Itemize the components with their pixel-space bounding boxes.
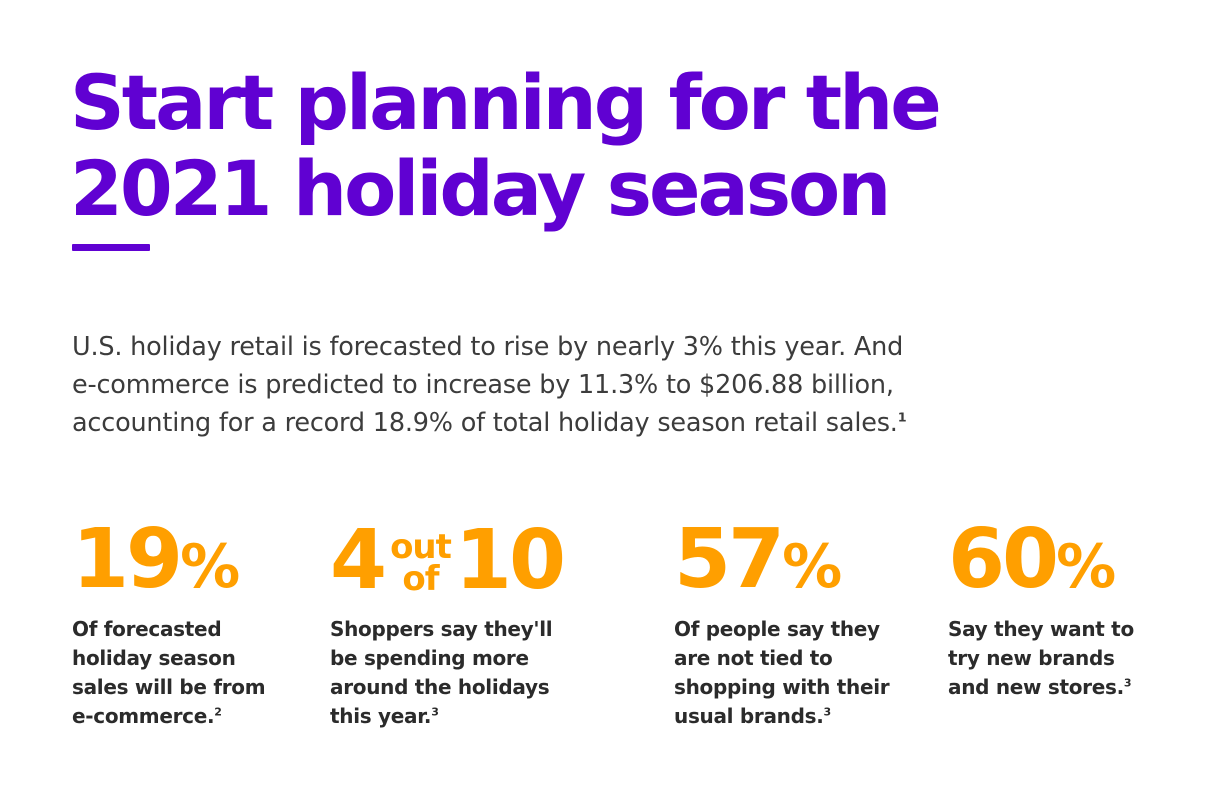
- stat-description: Say they want to try new brands and new …: [948, 615, 1134, 702]
- stat-description-line: sales will be from: [72, 675, 266, 699]
- stat-value: 19%: [72, 515, 265, 607]
- stat-description-line: holiday season: [72, 646, 236, 670]
- stat-description-line: this year.3: [330, 702, 563, 731]
- stat-description-line-text: and new stores.: [948, 675, 1124, 699]
- stat-description-line-text: usual brands.: [674, 704, 824, 728]
- stat-description-line-text: e-commerce.: [72, 704, 215, 728]
- stat-description-line: around the holidays: [330, 675, 550, 699]
- stat-out-word: out: [390, 527, 452, 567]
- stat-unit: %: [782, 532, 842, 602]
- intro-footnote: 1: [897, 410, 907, 426]
- stat-number-left: 4: [330, 513, 387, 608]
- stat-out-of-stack: out of: [390, 527, 452, 599]
- stat-description-line: try new brands: [948, 646, 1115, 670]
- stat-footnote: 3: [823, 705, 832, 719]
- stat-number-right: 10: [454, 513, 566, 608]
- stat-footnote: 2: [214, 705, 222, 719]
- stat-description-line: Say they want to: [948, 617, 1134, 641]
- stat-description-line: and new stores.3: [948, 673, 1134, 702]
- page-title-line-1: Start planning for the: [70, 58, 942, 147]
- stat-block-new-brands: 60% Say they want to try new brands and …: [948, 515, 1134, 702]
- page-title-line-2: 2021 holiday season: [70, 144, 891, 233]
- title-underline-divider: [72, 244, 150, 251]
- stat-number: 19: [72, 512, 183, 607]
- stat-footnote: 3: [431, 705, 439, 719]
- stat-description: Of forecasted holiday season sales will …: [72, 615, 266, 731]
- intro-paragraph: U.S. holiday retail is forecasted to ris…: [72, 328, 1092, 442]
- stat-description-line: shopping with their: [674, 675, 890, 699]
- stat-unit: %: [180, 532, 240, 602]
- stat-value: 57%: [674, 515, 889, 607]
- intro-line-3-text: accounting for a record 18.9% of total h…: [72, 408, 898, 438]
- stat-description: Of people say they are not tied to shopp…: [674, 615, 890, 731]
- stat-of-word: of: [402, 559, 439, 599]
- stat-description-line-text: this year.: [330, 704, 432, 728]
- stat-description-line: Shoppers say they'll: [330, 617, 553, 641]
- stat-block-shoppers-spending: 4 out of 10 Shoppers say they'll be spen…: [330, 513, 566, 731]
- stat-value: 4 out of 10: [330, 513, 566, 608]
- intro-line-2: e-commerce is predicted to increase by 1…: [72, 370, 894, 400]
- stat-block-ecommerce-share: 19% Of forecasted holiday season sales w…: [72, 515, 266, 731]
- page-title: Start planning for the 2021 holiday seas…: [70, 58, 942, 233]
- intro-line-1: U.S. holiday retail is forecasted to ris…: [72, 332, 904, 362]
- stat-value: 60%: [948, 515, 1134, 607]
- stat-number: 60: [948, 512, 1059, 607]
- stat-description-line: Of forecasted: [72, 617, 222, 641]
- stat-number: 57: [674, 512, 785, 607]
- stat-description-line: Of people say they: [674, 617, 880, 641]
- stat-description-line: are not tied to: [674, 646, 833, 670]
- stat-unit: %: [1056, 532, 1116, 602]
- stat-description-line: be spending more: [330, 646, 529, 670]
- stat-description: Shoppers say they'll be spending more ar…: [330, 615, 563, 731]
- stat-description-line: usual brands.3: [674, 702, 889, 731]
- stat-description-line: e-commerce.2: [72, 702, 265, 731]
- stat-block-brand-loyalty: 57% Of people say they are not tied to s…: [674, 515, 890, 731]
- stat-footnote: 3: [1123, 676, 1132, 690]
- intro-line-3: accounting for a record 18.9% of total h…: [72, 404, 1092, 442]
